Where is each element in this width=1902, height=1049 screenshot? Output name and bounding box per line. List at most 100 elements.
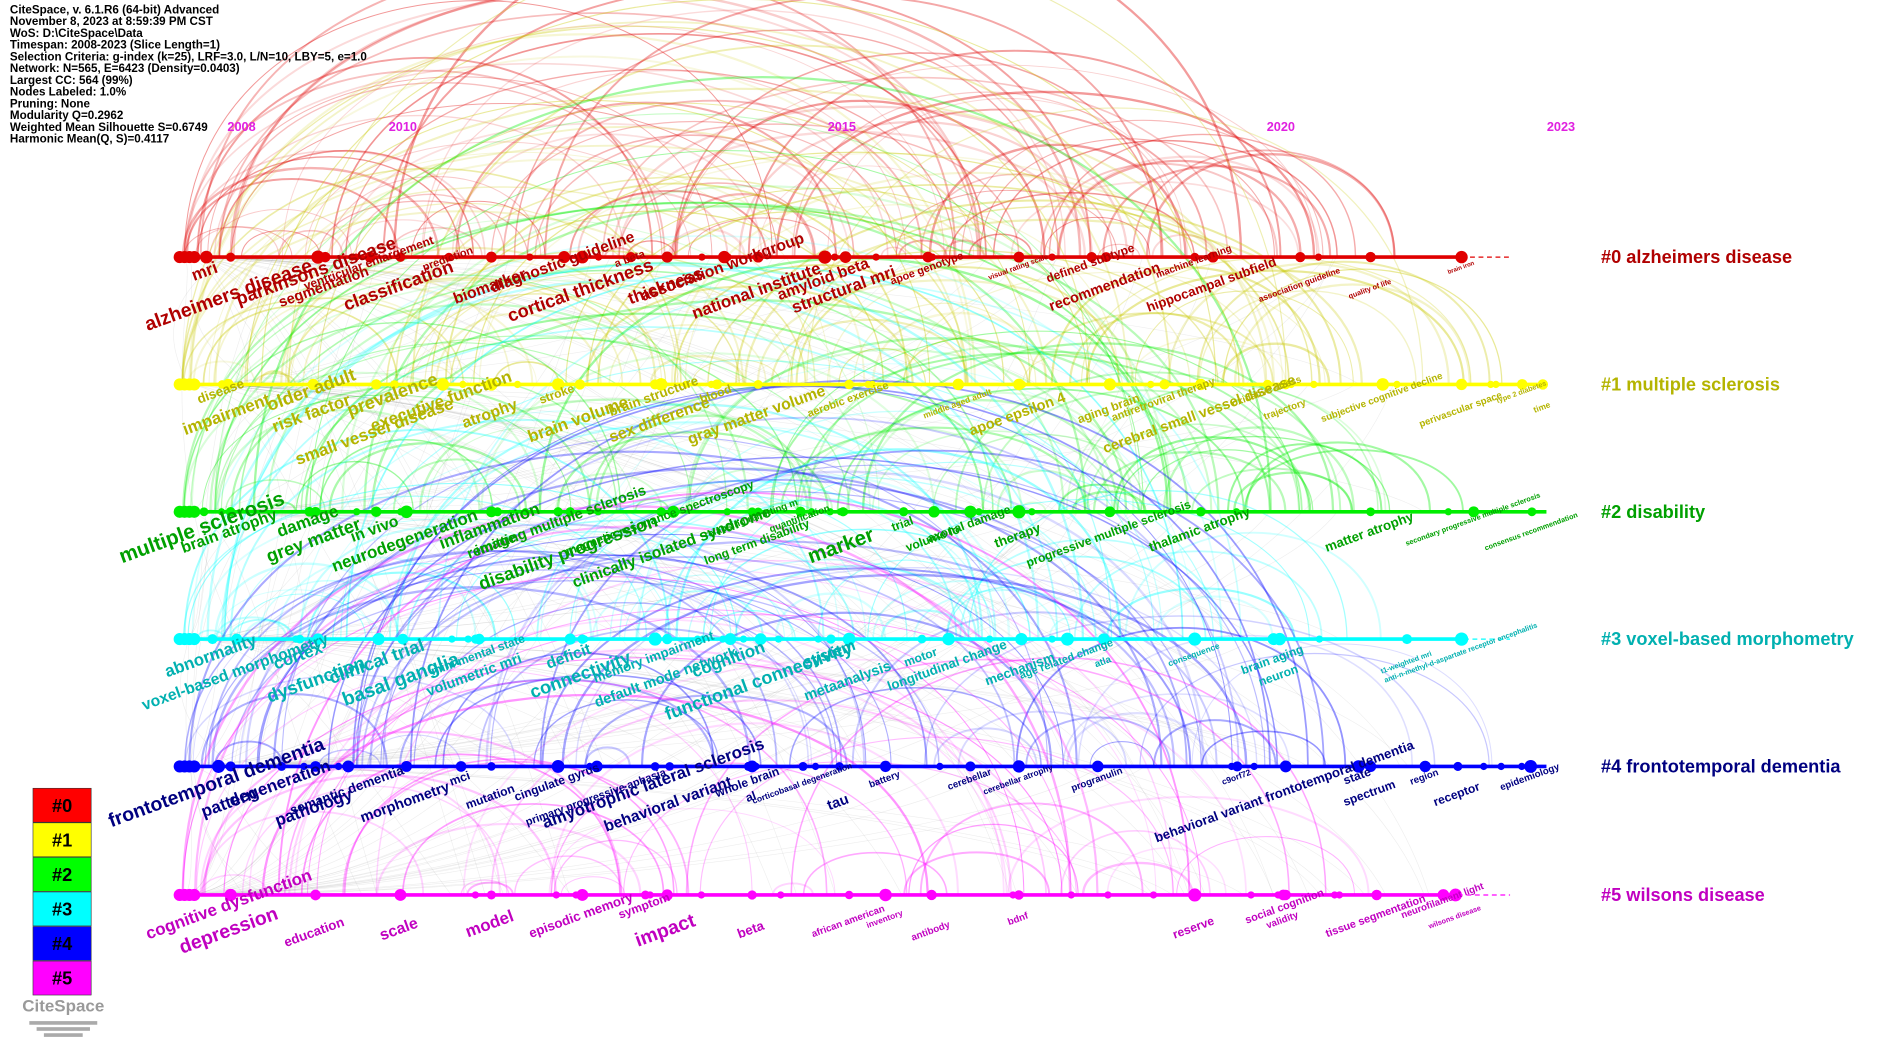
citation-arc <box>183 63 889 258</box>
background-edge <box>182 638 933 896</box>
citation-arc <box>286 277 642 385</box>
legend-label: #5 <box>52 969 72 989</box>
node <box>719 635 727 643</box>
background-edge <box>182 766 1151 896</box>
node <box>1232 761 1243 772</box>
background-edge <box>182 256 899 385</box>
background-edge <box>182 384 1401 767</box>
node <box>1014 890 1024 900</box>
citation-arc <box>345 68 955 258</box>
node <box>985 635 994 643</box>
node <box>1188 888 1202 902</box>
citation-arc <box>1176 836 1356 895</box>
citation-arc <box>183 322 622 512</box>
citation-arc <box>353 490 1202 767</box>
node <box>844 890 854 900</box>
citation-arc <box>209 208 353 258</box>
node <box>1401 634 1412 645</box>
citation-arc <box>1116 435 1391 512</box>
background-edge <box>182 256 988 512</box>
node <box>1524 760 1538 773</box>
node <box>1537 379 1549 390</box>
citation-arc <box>393 0 1243 258</box>
background-edge <box>182 257 592 896</box>
citation-arc <box>780 426 1087 512</box>
background-edge <box>182 256 1274 896</box>
citation-arc <box>449 282 740 385</box>
keyword-label: therapy <box>992 520 1043 551</box>
background-edge <box>182 256 274 640</box>
citation-arc <box>807 345 1213 512</box>
info-block: CiteSpace, v. 6.1.R6 (64-bit) AdvancedNo… <box>10 3 367 145</box>
citation-arc <box>213 269 511 385</box>
citation-arc <box>434 674 762 767</box>
citation-arc <box>188 33 976 385</box>
background-edge <box>182 256 405 512</box>
node <box>370 379 382 390</box>
citation-arc <box>239 563 810 767</box>
background-edge <box>182 384 740 640</box>
citation-arc <box>1221 342 1331 385</box>
keyword-label: mci <box>447 768 471 788</box>
node <box>372 633 385 646</box>
node <box>558 251 571 264</box>
node <box>839 251 852 263</box>
background-edge <box>182 766 728 896</box>
citation-arc <box>215 335 850 512</box>
background-edge <box>182 384 504 896</box>
citation-arc <box>601 76 1229 258</box>
citation-arc <box>184 69 666 258</box>
citation-arc <box>491 120 898 258</box>
node <box>292 635 300 643</box>
citation-arc <box>183 0 773 258</box>
node <box>650 762 660 771</box>
node <box>1098 633 1110 645</box>
background-edge <box>182 511 1053 767</box>
citation-arc <box>398 678 715 767</box>
background-edge <box>182 256 486 896</box>
background-edge <box>182 638 690 767</box>
logo: CiteSpace <box>22 996 104 1037</box>
node <box>1188 632 1202 646</box>
citation-arc <box>744 218 1363 385</box>
citation-arc <box>451 133 763 258</box>
node <box>774 635 783 643</box>
node <box>448 635 456 643</box>
node <box>487 762 496 771</box>
node <box>753 379 763 389</box>
node <box>551 378 565 391</box>
keyword-label: beta <box>735 918 766 942</box>
node <box>1315 635 1324 643</box>
node <box>310 506 321 517</box>
node <box>1376 378 1390 391</box>
citation-arc <box>276 556 477 640</box>
citation-arc <box>583 746 631 767</box>
citation-arc <box>1131 149 1396 258</box>
node <box>845 635 853 643</box>
citation-arc <box>817 559 995 640</box>
cluster-arcs <box>181 0 1503 385</box>
keyword-label: time <box>1532 399 1552 414</box>
citation-arc <box>192 282 534 385</box>
citation-arc <box>544 0 1163 258</box>
citation-arc <box>462 658 1247 895</box>
background-edge <box>182 384 1267 767</box>
citation-arc <box>192 555 813 767</box>
node <box>1091 760 1104 773</box>
citation-arc <box>757 165 975 258</box>
node <box>1206 253 1214 261</box>
citation-arc <box>687 337 1189 512</box>
citation-arc <box>288 0 1287 385</box>
citation-arc <box>943 239 986 258</box>
background-edge <box>182 256 836 896</box>
node <box>1159 379 1170 390</box>
citation-arc <box>181 167 440 258</box>
node <box>975 508 983 516</box>
node <box>464 635 472 643</box>
citation-arc <box>853 302 1037 385</box>
background-edge <box>182 257 439 896</box>
citation-arc <box>272 467 1163 767</box>
background-edge <box>182 511 1094 640</box>
node <box>864 380 872 389</box>
citation-arc <box>410 293 667 385</box>
